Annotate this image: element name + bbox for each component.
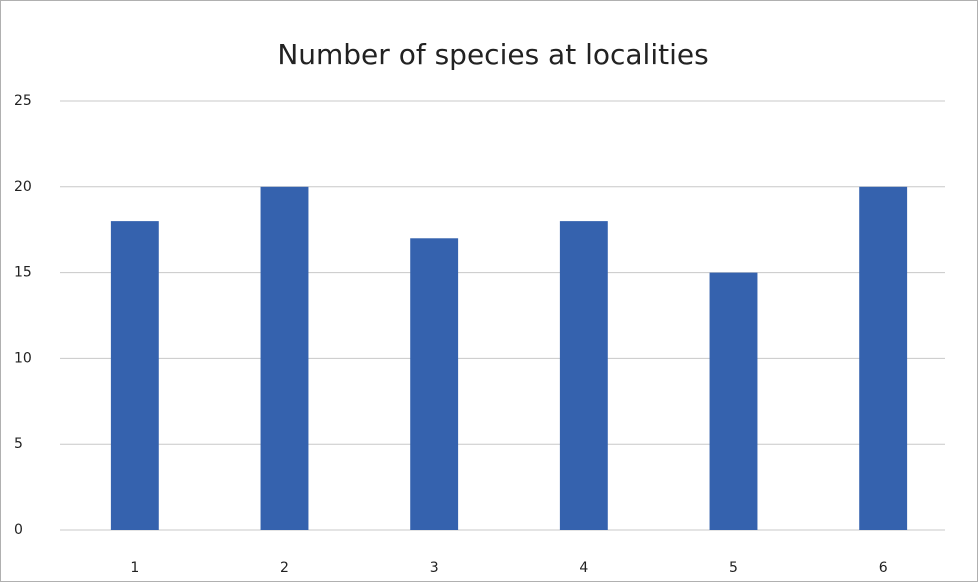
y-tick-label: 25 — [14, 93, 32, 109]
chart-title: Number of species at localities — [277, 38, 708, 71]
y-tick-label: 10 — [14, 350, 32, 366]
y-tick-label: 15 — [14, 265, 32, 281]
x-tick-label: 2 — [280, 560, 289, 576]
bar — [110, 221, 159, 530]
bar — [859, 186, 908, 531]
bar — [709, 272, 758, 530]
y-tick-label: 0 — [14, 522, 23, 538]
x-tick-label: 5 — [729, 560, 738, 576]
y-tick-label: 5 — [14, 436, 23, 452]
x-tick-label: 4 — [579, 560, 588, 576]
bar — [260, 186, 309, 531]
bar — [410, 238, 459, 530]
x-tick-label: 1 — [130, 560, 139, 576]
x-tick-label: 3 — [430, 560, 439, 576]
bar — [559, 221, 608, 530]
x-tick-label: 6 — [879, 560, 888, 576]
y-tick-label: 20 — [14, 179, 32, 195]
